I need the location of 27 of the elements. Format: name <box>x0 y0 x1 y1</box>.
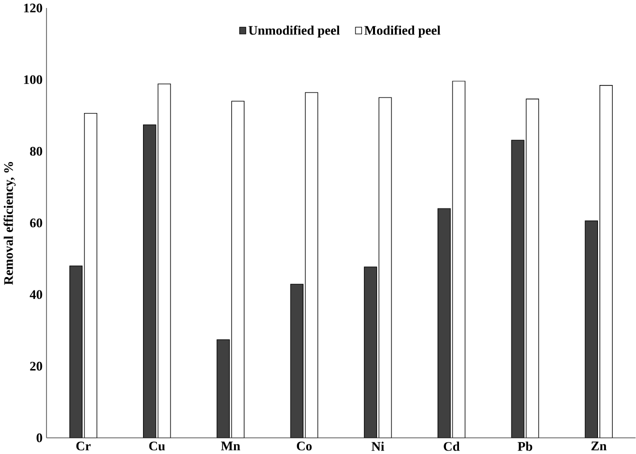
bar <box>84 112 98 438</box>
legend-label: Modified peel <box>364 25 440 38</box>
y-tick-label: 120 <box>24 3 42 12</box>
y-tick-label: 60 <box>30 218 42 228</box>
bar <box>584 220 598 438</box>
y-tick-label: 20 <box>30 362 42 370</box>
bar <box>290 284 304 438</box>
x-tick-label: Pb <box>518 441 532 451</box>
x-tick-label: Cr <box>76 441 91 450</box>
x-tick-label: Cd <box>444 441 460 451</box>
legend-label: Unmodified peel <box>248 25 340 38</box>
y-tick-label: 0 <box>36 433 42 442</box>
bar <box>69 265 83 438</box>
x-tick-label: Zn <box>591 441 607 450</box>
x-tick-label: Cu <box>149 441 165 450</box>
bar <box>143 124 156 438</box>
y-tick-label: 80 <box>30 146 42 156</box>
bar <box>511 140 524 438</box>
y-tick-label: 40 <box>30 290 42 299</box>
bar <box>216 339 230 438</box>
x-tick-label: Mn <box>221 441 240 450</box>
bar <box>438 208 451 438</box>
bar <box>364 266 378 438</box>
y-axis-title: Removal efficiency, % <box>4 162 16 285</box>
x-tick-label: Co <box>296 441 312 450</box>
y-tick-label: 100 <box>24 75 42 84</box>
x-tick-label: Ni <box>372 441 384 450</box>
